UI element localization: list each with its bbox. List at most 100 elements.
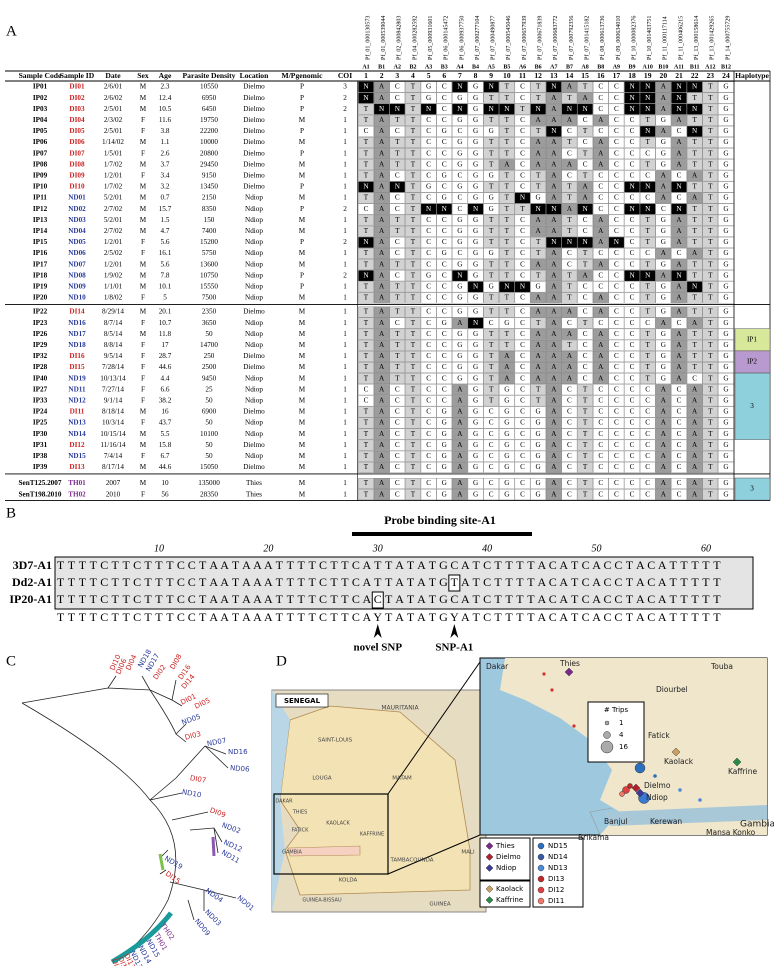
snp-cell (686, 81, 703, 93)
cell-coi: 1 (343, 171, 347, 179)
base: T (330, 592, 338, 606)
snp-cell (389, 350, 406, 362)
snp-cell (452, 81, 468, 93)
snp-call: T (708, 319, 713, 327)
snp-code: A11 (674, 64, 684, 70)
snp-cell (686, 306, 703, 318)
snp-call: G (473, 271, 478, 279)
base: C (483, 558, 491, 572)
snp-call: C (598, 282, 603, 290)
snp-call: G (473, 160, 478, 168)
snp-call: C (677, 127, 682, 135)
snp-cell (373, 270, 390, 282)
base: C (549, 575, 557, 589)
snp-call: C (442, 105, 447, 113)
snp-cell (530, 114, 546, 126)
cell-location: Ndiop (245, 260, 263, 268)
cell-age: 4.4 (161, 374, 170, 382)
snp-cell (483, 203, 499, 215)
snp-call: C (567, 249, 572, 257)
cell-id: DI12 (69, 441, 85, 449)
panel-label: B (6, 505, 16, 521)
snp-call: N (645, 271, 651, 279)
snp-cell (639, 214, 656, 226)
snp-call: T (567, 183, 572, 191)
snp-cell (373, 328, 390, 340)
cell-mp: M (299, 194, 306, 202)
snp-call: A (598, 149, 604, 157)
snp-call: A (551, 319, 557, 327)
consensus-base: C (549, 610, 557, 624)
snp-number: 2 (380, 71, 384, 80)
tree-tip-label: ND05 (181, 713, 202, 727)
snp-cell (405, 395, 421, 407)
snp-cell (561, 259, 578, 271)
snp-call: A (379, 363, 385, 371)
base: A (559, 558, 568, 572)
snp-call: A (676, 149, 682, 157)
cell-mp: P (300, 149, 304, 157)
snp-cell (436, 259, 452, 271)
cell-id: DI04 (69, 116, 85, 124)
cell-age: 3.8 (161, 127, 170, 135)
base: T (626, 592, 634, 606)
snp-call: A (661, 194, 667, 202)
snp-call: G (661, 227, 666, 235)
cell-age: 5.5 (161, 430, 170, 438)
snp-cell (671, 125, 687, 137)
snp-call: C (567, 171, 572, 179)
snp-cell (389, 236, 406, 248)
snp-cell (420, 159, 437, 171)
snp-call: C (489, 430, 494, 438)
snp-call: G (536, 452, 541, 460)
snp-call: T (395, 352, 400, 360)
snp-call: T (364, 260, 369, 268)
snp-cell (702, 125, 719, 137)
snp-call: A (661, 419, 667, 427)
column-header: Location (240, 71, 269, 80)
snp-call: T (708, 94, 713, 102)
snp-cell (373, 170, 390, 182)
snp-cell (358, 350, 374, 362)
snp-call: T (646, 260, 651, 268)
snp-call: T (505, 249, 510, 257)
snp-call: N (363, 94, 369, 102)
snp-cell (718, 339, 734, 351)
snp-call: T (489, 260, 494, 268)
snp-call: A (567, 308, 573, 316)
cell-id: DI08 (69, 160, 85, 168)
cell-sex: M (140, 271, 147, 279)
snp-cell (577, 103, 593, 115)
cell-density: 50 (205, 419, 213, 427)
snp-cell (514, 203, 531, 215)
snp-call: N (504, 105, 510, 113)
base: C (133, 575, 141, 589)
snp-cell (655, 214, 672, 226)
snp-call: C (645, 396, 650, 404)
snp-call: C (426, 352, 431, 360)
cell-density: 19750 (200, 116, 218, 124)
snp-cell (389, 125, 406, 137)
snp-cell (389, 170, 406, 182)
cell-mp: M (299, 452, 306, 460)
cell-sex: M (140, 227, 147, 235)
snp-call: A (692, 194, 698, 202)
clade-bar (158, 853, 165, 871)
snp-call: C (567, 419, 572, 427)
cell-sex: M (140, 479, 147, 487)
snp-cell (639, 92, 656, 104)
snp-cell (467, 317, 484, 329)
snp-call: C (520, 94, 525, 102)
snp-call: T (411, 308, 416, 316)
snp-cell (686, 225, 703, 237)
snp-call: G (473, 308, 478, 316)
snp-call: G (723, 171, 728, 179)
snp-call: A (457, 441, 463, 449)
snp-cell (608, 339, 625, 351)
cell-date: 7/27/14 (102, 385, 124, 393)
snp-cell (467, 270, 484, 282)
snp-cell (561, 159, 578, 171)
snp-number: 15 (581, 71, 589, 80)
snp-cell (608, 384, 625, 396)
snp-call: A (661, 396, 667, 404)
